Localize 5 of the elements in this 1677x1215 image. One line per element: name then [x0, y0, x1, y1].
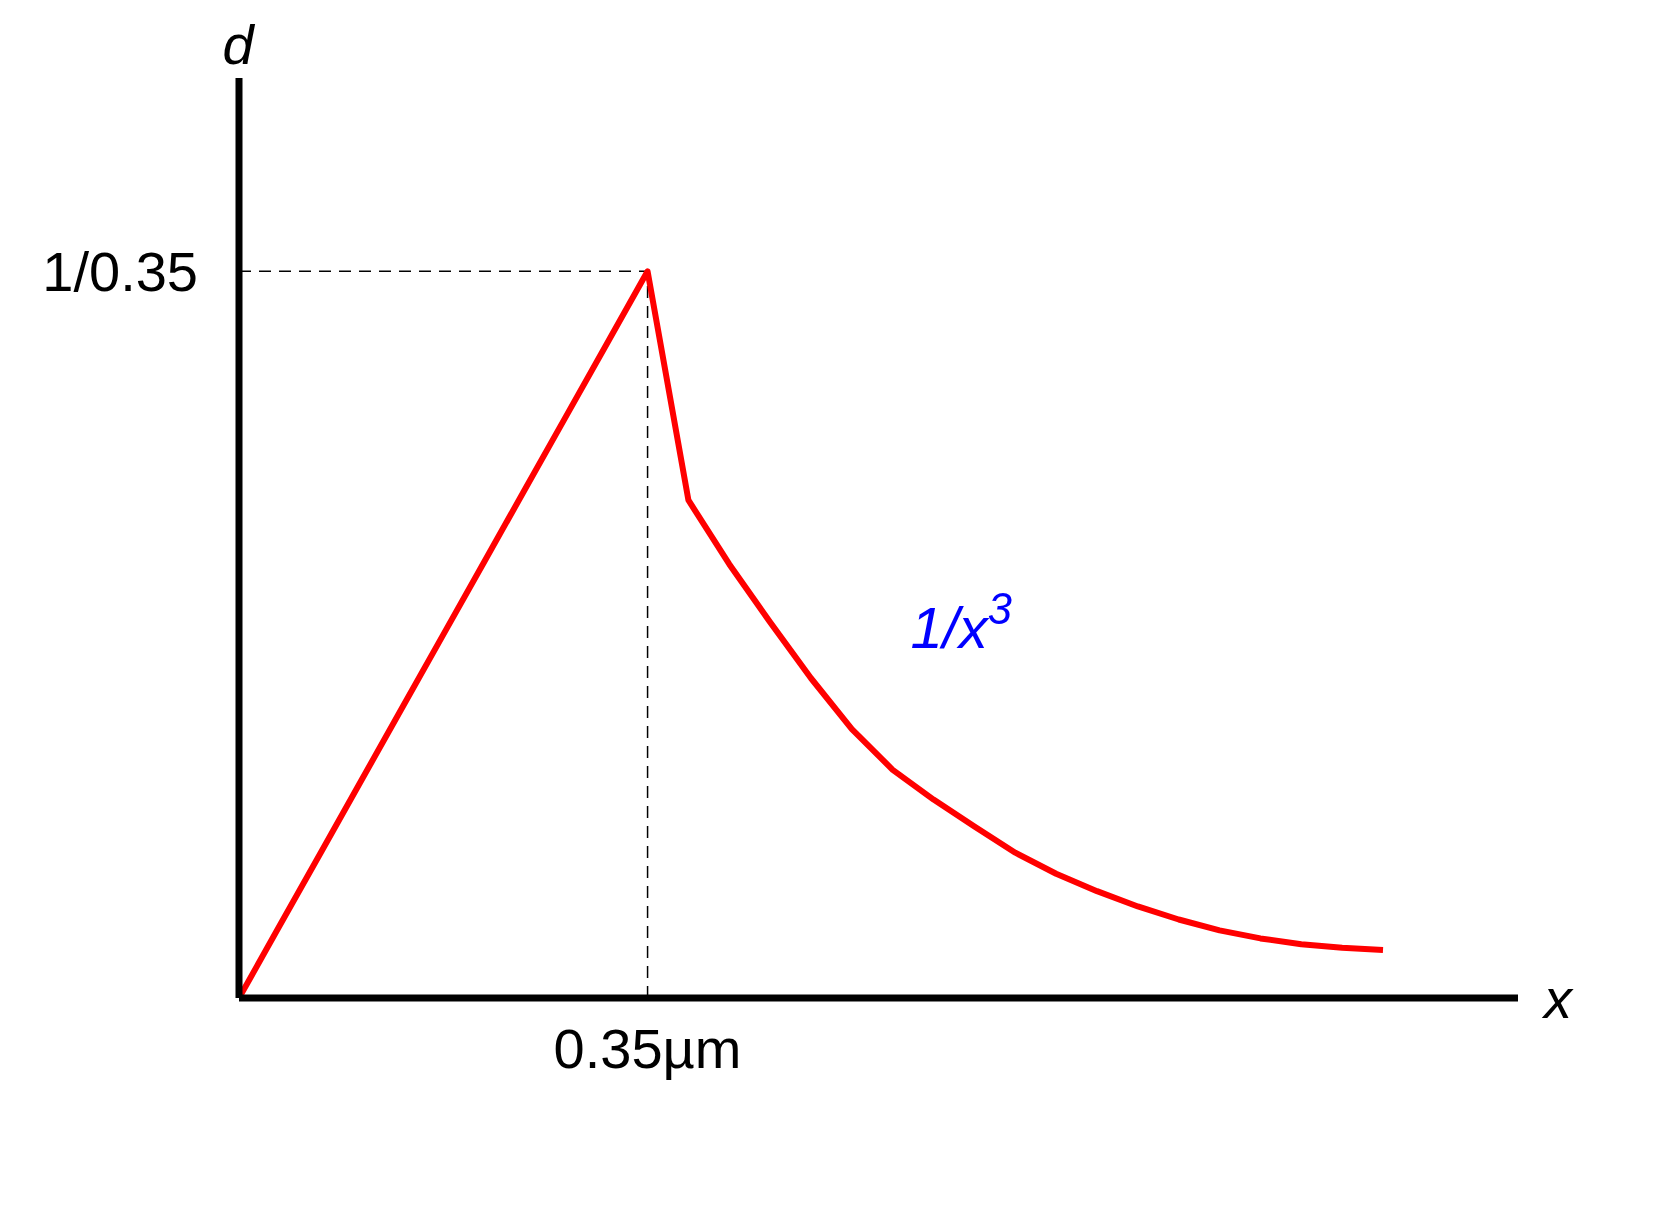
- x-axis-title: x: [1541, 967, 1574, 1030]
- text: 0.35µm: [553, 1017, 742, 1080]
- annotation: 1/x$^{3}$: [910, 585, 1012, 661]
- ref-line-label: 1/0.35: [42, 240, 198, 304]
- y-axis-title: d: [222, 13, 256, 76]
